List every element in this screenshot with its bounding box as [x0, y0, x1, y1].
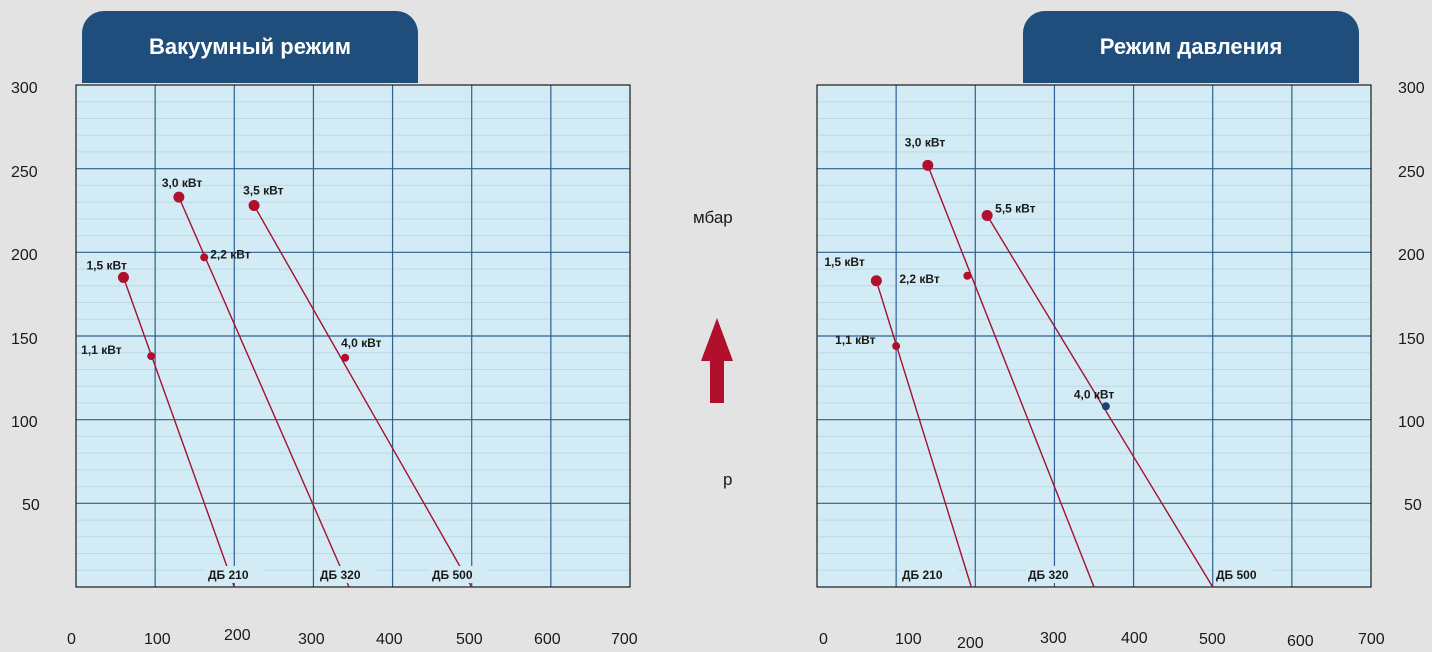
left-xtick-200: 200 [224, 627, 251, 644]
left-xtick-400: 400 [376, 631, 403, 648]
series-line-2 [986, 215, 1214, 588]
left-ytick-200: 200 [11, 247, 38, 264]
point-label: 3,0 кВт [905, 135, 946, 149]
model-label-bg [430, 566, 488, 583]
pressure-mode-tab: Режим давления [1023, 11, 1359, 83]
point-label: 2,2 кВт [210, 247, 251, 261]
data-point [963, 271, 972, 280]
right-xtick-300: 300 [1040, 630, 1067, 647]
data-point [341, 353, 350, 362]
left-ytick-300: 300 [11, 80, 38, 97]
series-line-2 [253, 205, 473, 588]
data-point [173, 191, 185, 203]
right-xtick-700: 700 [1358, 631, 1385, 648]
point-label: 3,0 кВт [162, 176, 203, 190]
right-ytick-300: 300 [1398, 80, 1425, 97]
model-label: ДБ 500 [1216, 568, 1257, 582]
series-line-0 [875, 280, 972, 588]
left-ytick-250: 250 [11, 164, 38, 181]
model-label-bg [900, 566, 958, 583]
point-label: 5,5 кВт [995, 202, 1036, 216]
point-label: 1,1 кВт [835, 333, 876, 347]
model-label: ДБ 210 [208, 568, 249, 582]
data-point [200, 253, 209, 262]
data-point [117, 271, 129, 283]
point-label: 3,5 кВт [243, 183, 284, 197]
left-xtick-0: 0 [67, 631, 76, 648]
right-xtick-500: 500 [1199, 631, 1226, 648]
right-ytick-200: 200 [1398, 247, 1425, 264]
model-label-bg [206, 566, 264, 583]
model-label-bg [1026, 566, 1084, 583]
data-point [922, 159, 934, 171]
right-xtick-400: 400 [1121, 630, 1148, 647]
plot-frame [75, 84, 631, 588]
vacuum-mode-tab: Вакуумный режим [82, 11, 418, 83]
data-point [248, 199, 260, 211]
right-ytick-50: 50 [1404, 497, 1422, 514]
right-xtick-200: 200 [957, 635, 984, 652]
point-label: 4,0 кВт [1074, 387, 1115, 401]
pressure-axis-symbol: p [723, 470, 733, 489]
left-ytick-50: 50 [22, 497, 40, 514]
right-xtick-600: 600 [1287, 633, 1314, 650]
series-line-1 [927, 165, 1095, 588]
point-label: 1,5 кВт [824, 255, 865, 269]
point-label: 4,0 кВт [341, 336, 382, 350]
left-xtick-600: 600 [534, 631, 561, 648]
point-label: 2,2 кВт [899, 272, 940, 286]
right-ytick-250: 250 [1398, 164, 1425, 181]
data-point [1101, 402, 1110, 411]
model-label: ДБ 320 [320, 568, 361, 582]
model-label: ДБ 210 [902, 568, 943, 582]
data-point [981, 210, 993, 222]
right-ytick-100: 100 [1398, 414, 1425, 431]
series-line-0 [122, 277, 235, 588]
data-point [147, 352, 156, 361]
model-label: ДБ 500 [432, 568, 473, 582]
data-point [870, 275, 882, 287]
left-ytick-150: 150 [11, 331, 38, 348]
model-label: ДБ 320 [1028, 568, 1069, 582]
chart-panel-pressure: ДБ 210 ДБ 320 ДБ 500 1,5 кВт 1,1 кВт 3,0 кВт 2… [816, 84, 1372, 588]
left-xtick-700: 700 [611, 631, 638, 648]
right-xtick-100: 100 [895, 631, 922, 648]
unit-label: мбар [693, 208, 733, 227]
chart-panel-vacuum: ДБ 210 ДБ 320 ДБ 500 1,5 кВт 1,1 кВт 3,0 кВт 2… [75, 84, 631, 588]
left-ytick-100: 100 [11, 414, 38, 431]
series-line-1 [178, 196, 350, 588]
left-xtick-500: 500 [456, 631, 483, 648]
model-label-bg [1214, 566, 1272, 583]
right-ytick-150: 150 [1398, 331, 1425, 348]
right-xtick-0: 0 [819, 631, 828, 648]
point-label: 1,1 кВт [81, 343, 122, 357]
up-arrow-icon [701, 318, 733, 403]
model-label-bg [318, 566, 376, 583]
left-xtick-300: 300 [298, 631, 325, 648]
left-xtick-100: 100 [144, 631, 171, 648]
data-point [892, 342, 901, 351]
point-label: 1,5 кВт [86, 258, 127, 272]
